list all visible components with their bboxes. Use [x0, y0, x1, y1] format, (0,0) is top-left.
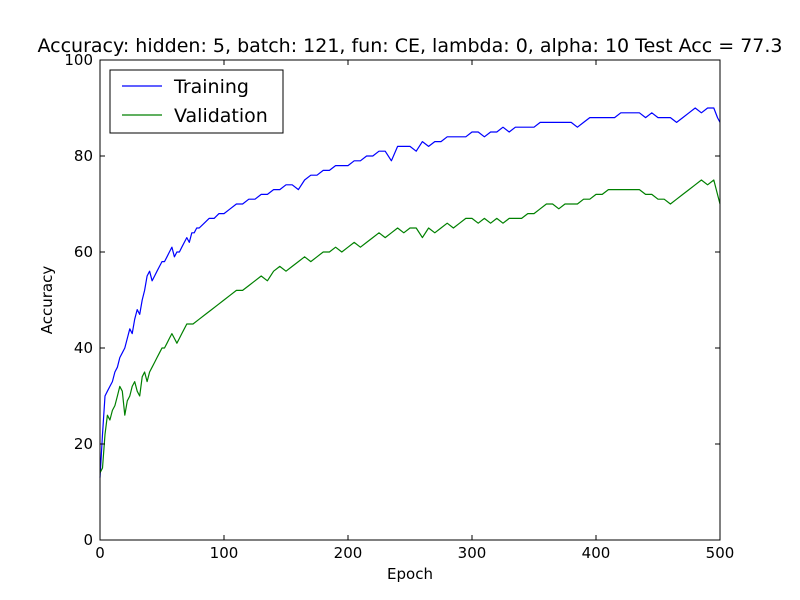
y-tick-label: 20 [74, 435, 93, 453]
plot-frame [99, 59, 721, 541]
chart-title: Accuracy: hidden: 5, batch: 121, fun: CE… [37, 35, 782, 57]
legend-box [109, 69, 284, 134]
y-axis-label: Accuracy [38, 266, 56, 335]
y-tick-label: 0 [83, 531, 93, 549]
x-axis-label: Epoch [387, 565, 433, 583]
legend: Training Validation [109, 69, 284, 134]
x-tick-label: 300 [458, 544, 487, 562]
x-tick-label: 0 [95, 544, 105, 562]
series-line-training [99, 107, 721, 478]
series-line-validation [99, 179, 721, 474]
y-tick-label: 60 [74, 243, 93, 261]
axis-ticks: 0 100 200 300 400 500 0 20 40 60 80 100 [64, 51, 734, 562]
x-tick-label: 200 [334, 544, 363, 562]
x-tick-label: 100 [210, 544, 239, 562]
y-tick-label: 40 [74, 339, 93, 357]
legend-label-training: Training [173, 76, 249, 98]
legend-label-validation: Validation [174, 105, 268, 127]
y-tick-label: 100 [64, 51, 93, 69]
x-tick-label: 500 [706, 544, 735, 562]
x-tick-label: 400 [582, 544, 611, 562]
y-tick-label: 80 [74, 147, 93, 165]
plot-lines [99, 107, 721, 478]
